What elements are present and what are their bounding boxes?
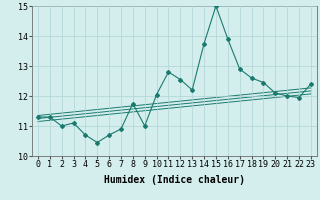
X-axis label: Humidex (Indice chaleur): Humidex (Indice chaleur) [104, 175, 245, 185]
